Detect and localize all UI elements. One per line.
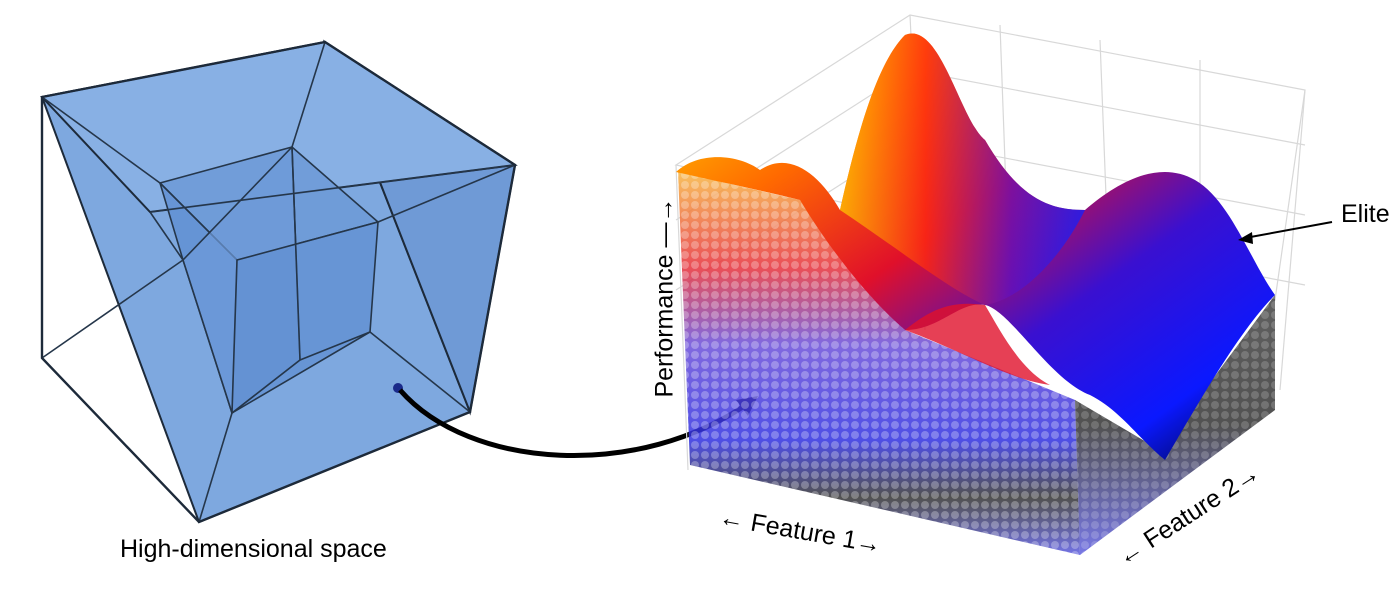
label-elite: Elite (1341, 200, 1390, 228)
tesseract-icon (40, 39, 518, 524)
caption-high-dimensional-space: High-dimensional space (120, 535, 387, 563)
elite-pointer-icon (1238, 221, 1333, 244)
axis-label-performance: Performance —→ (650, 197, 679, 398)
landscape-plot (674, 14, 1333, 555)
